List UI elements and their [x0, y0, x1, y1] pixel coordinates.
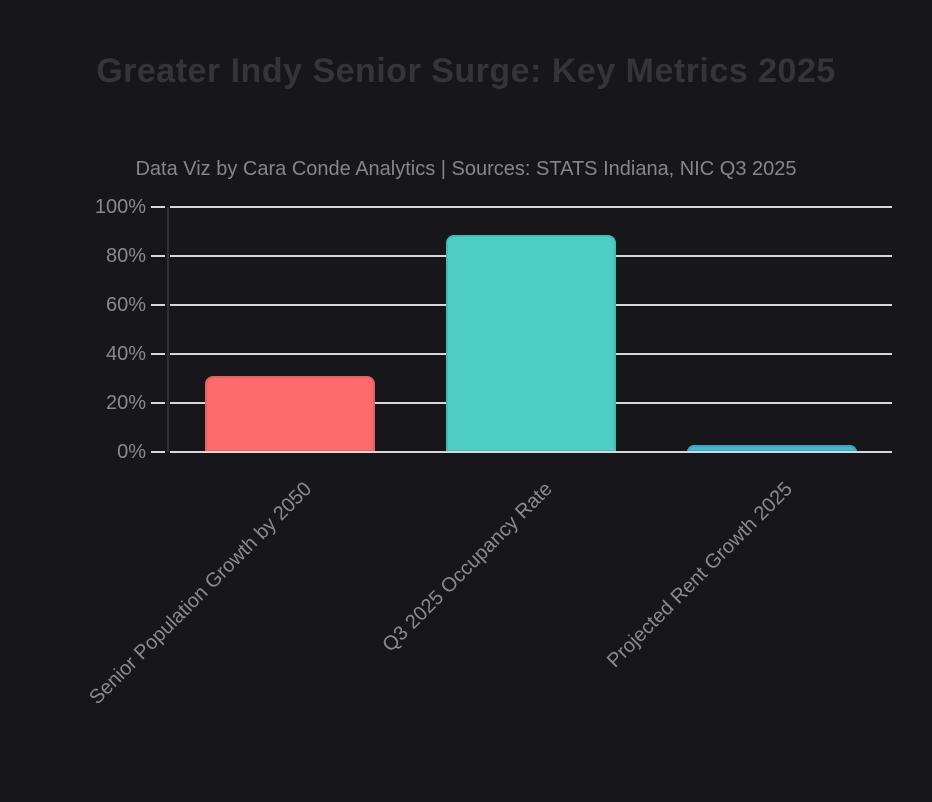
- y-tick-label: 80%: [105, 245, 146, 267]
- chart-title: Greater Indy Senior Surge: Key Metrics 2…: [96, 52, 836, 90]
- y-axis-tick: [151, 402, 165, 404]
- y-tick-label: 40%: [105, 343, 146, 365]
- bar-3: [686, 444, 857, 452]
- gridline: [170, 206, 892, 208]
- y-axis-tick: [151, 255, 165, 257]
- gridline: [170, 451, 892, 453]
- bar-2: [446, 235, 616, 452]
- chart-subtitle: Data Viz by Cara Conde Analytics | Sourc…: [135, 158, 797, 180]
- x-category-label: Projected Rent Growth 2025: [603, 478, 798, 673]
- x-category-label: Senior Population Growth by 2050: [84, 478, 316, 709]
- y-tick-label: 0%: [117, 441, 146, 463]
- y-tick-label: 60%: [105, 294, 146, 316]
- y-axis-tick: [151, 206, 165, 208]
- y-axis-tick: [151, 304, 165, 306]
- x-category-label: Q3 2025 Occupancy Rate: [378, 478, 557, 657]
- y-tick-label: 20%: [105, 392, 146, 414]
- y-axis-tick: [151, 353, 165, 355]
- bar-1: [205, 376, 376, 452]
- y-axis-tick: [151, 451, 165, 453]
- y-tick-label: 100%: [94, 196, 146, 218]
- y-axis-line: [167, 207, 169, 452]
